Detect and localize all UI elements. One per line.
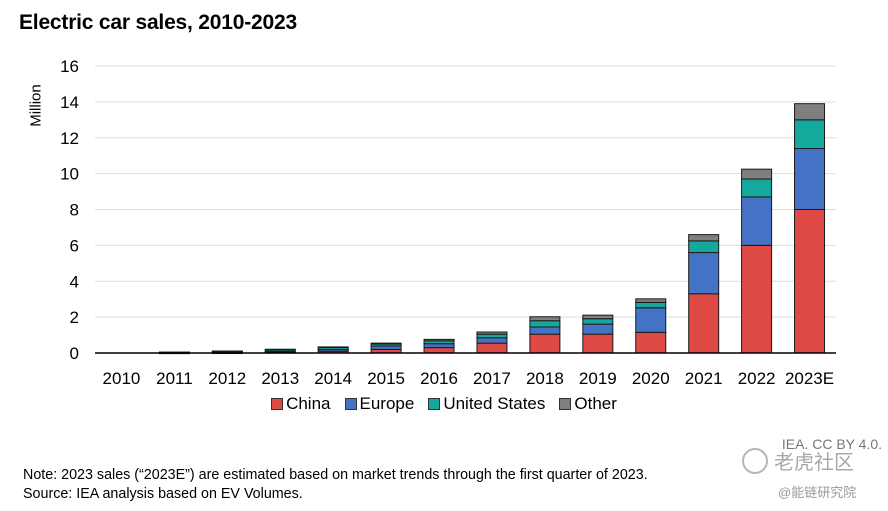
legend-item: Europe [344,394,415,414]
bar-segment [476,337,508,344]
x-tick-label: 2018 [526,369,564,388]
x-tick-label: 2022 [738,369,776,388]
bar-segment [794,148,826,210]
x-tick-label: 2010 [103,369,141,388]
y-tick-label: 4 [70,272,79,291]
x-tick-label: 2023E [785,369,834,388]
legend-item: Other [559,394,617,414]
bar-segment [264,348,296,351]
note-line: Note: 2023 sales (“2023E”) are estimated… [23,467,648,483]
bar-segment [423,338,455,342]
legend-label: Other [574,394,617,413]
y-tick-label: 6 [70,236,79,255]
legend-item: United States [428,394,545,414]
watermark-logo-icon [742,447,768,474]
x-tick-label: 2020 [632,369,670,388]
y-tick-label: 2 [70,308,79,327]
bar-segment [476,342,508,354]
bar-segment [423,347,455,354]
x-tick-label: 2015 [367,369,405,388]
bar-segment [529,316,561,322]
bar-segment [582,314,614,320]
chart-area: 0 2 4 6 8 10 12 14 16 2010 2011 2012 2013 2014 2015 201… [60,57,836,388]
legend-swatch [559,398,572,410]
y-tick-label: 8 [70,201,79,220]
bar-segment [317,346,349,349]
bar-segment [741,196,773,246]
x-tick-label: 2012 [208,369,246,388]
legend-label: United States [443,394,546,413]
x-tick-label: 2016 [420,369,458,388]
bar-segment [794,119,826,150]
chart-note: Note: 2023 sales (“2023E”) are estimated… [23,466,648,504]
watermark: 老虎社区 [742,446,854,475]
x-tick-label: 2019 [579,369,617,388]
bar-segment [741,244,773,354]
bar-segment [635,331,667,354]
bar-segment [529,320,561,328]
bar-segment [529,333,561,354]
y-tick-label: 12 [60,129,79,148]
bar-segment [688,234,720,242]
bar-segment [688,293,720,354]
bar-segment [476,333,508,339]
bar-segment [635,301,667,309]
legend-swatch [271,398,284,410]
y-tick-label: 16 [60,57,79,76]
x-tick-label: 2013 [261,369,299,388]
bar-segment [582,333,614,354]
bar-segment [211,350,243,353]
chart-title: Electric car sales, 2010-2023 [19,11,297,34]
bar-segment [582,318,614,325]
bar-segment [476,331,508,335]
bar-segment [529,326,561,335]
source-line: Source: IEA analysis based on EV Volumes… [23,486,303,502]
credit-text: IEA. CC BY 4.0. [781,436,882,452]
bar-segment [370,342,402,345]
watermark-text: 老虎社区 [774,452,854,474]
x-tick-label: 2017 [473,369,511,388]
x-tick-label: 2011 [156,369,193,388]
y-tick-label: 10 [60,165,79,184]
legend-swatch [344,398,357,410]
x-tick-label: 2021 [685,369,723,388]
bar-segment [370,345,402,350]
bar-segment [741,178,773,198]
legend-item: China [271,394,331,414]
legend-label: China [286,394,331,413]
bar-segment [741,168,773,180]
bar-segment [794,209,826,354]
legend-swatch [428,398,441,410]
legend: China Europe United States Other [0,394,888,414]
y-tick-label: 0 [70,344,79,363]
bar-segment [423,343,455,349]
watermark-subtext: @能链研究院 [778,485,857,500]
x-tick-label: 2014 [314,369,352,388]
bar-segment [688,240,720,254]
bar-segment [688,252,720,295]
legend-label: Europe [359,394,415,413]
y-tick-label: 14 [60,93,79,112]
bar-segment [635,298,667,303]
bar-segment [794,103,826,121]
bar-segment [582,323,614,335]
bar-segment [635,307,667,333]
